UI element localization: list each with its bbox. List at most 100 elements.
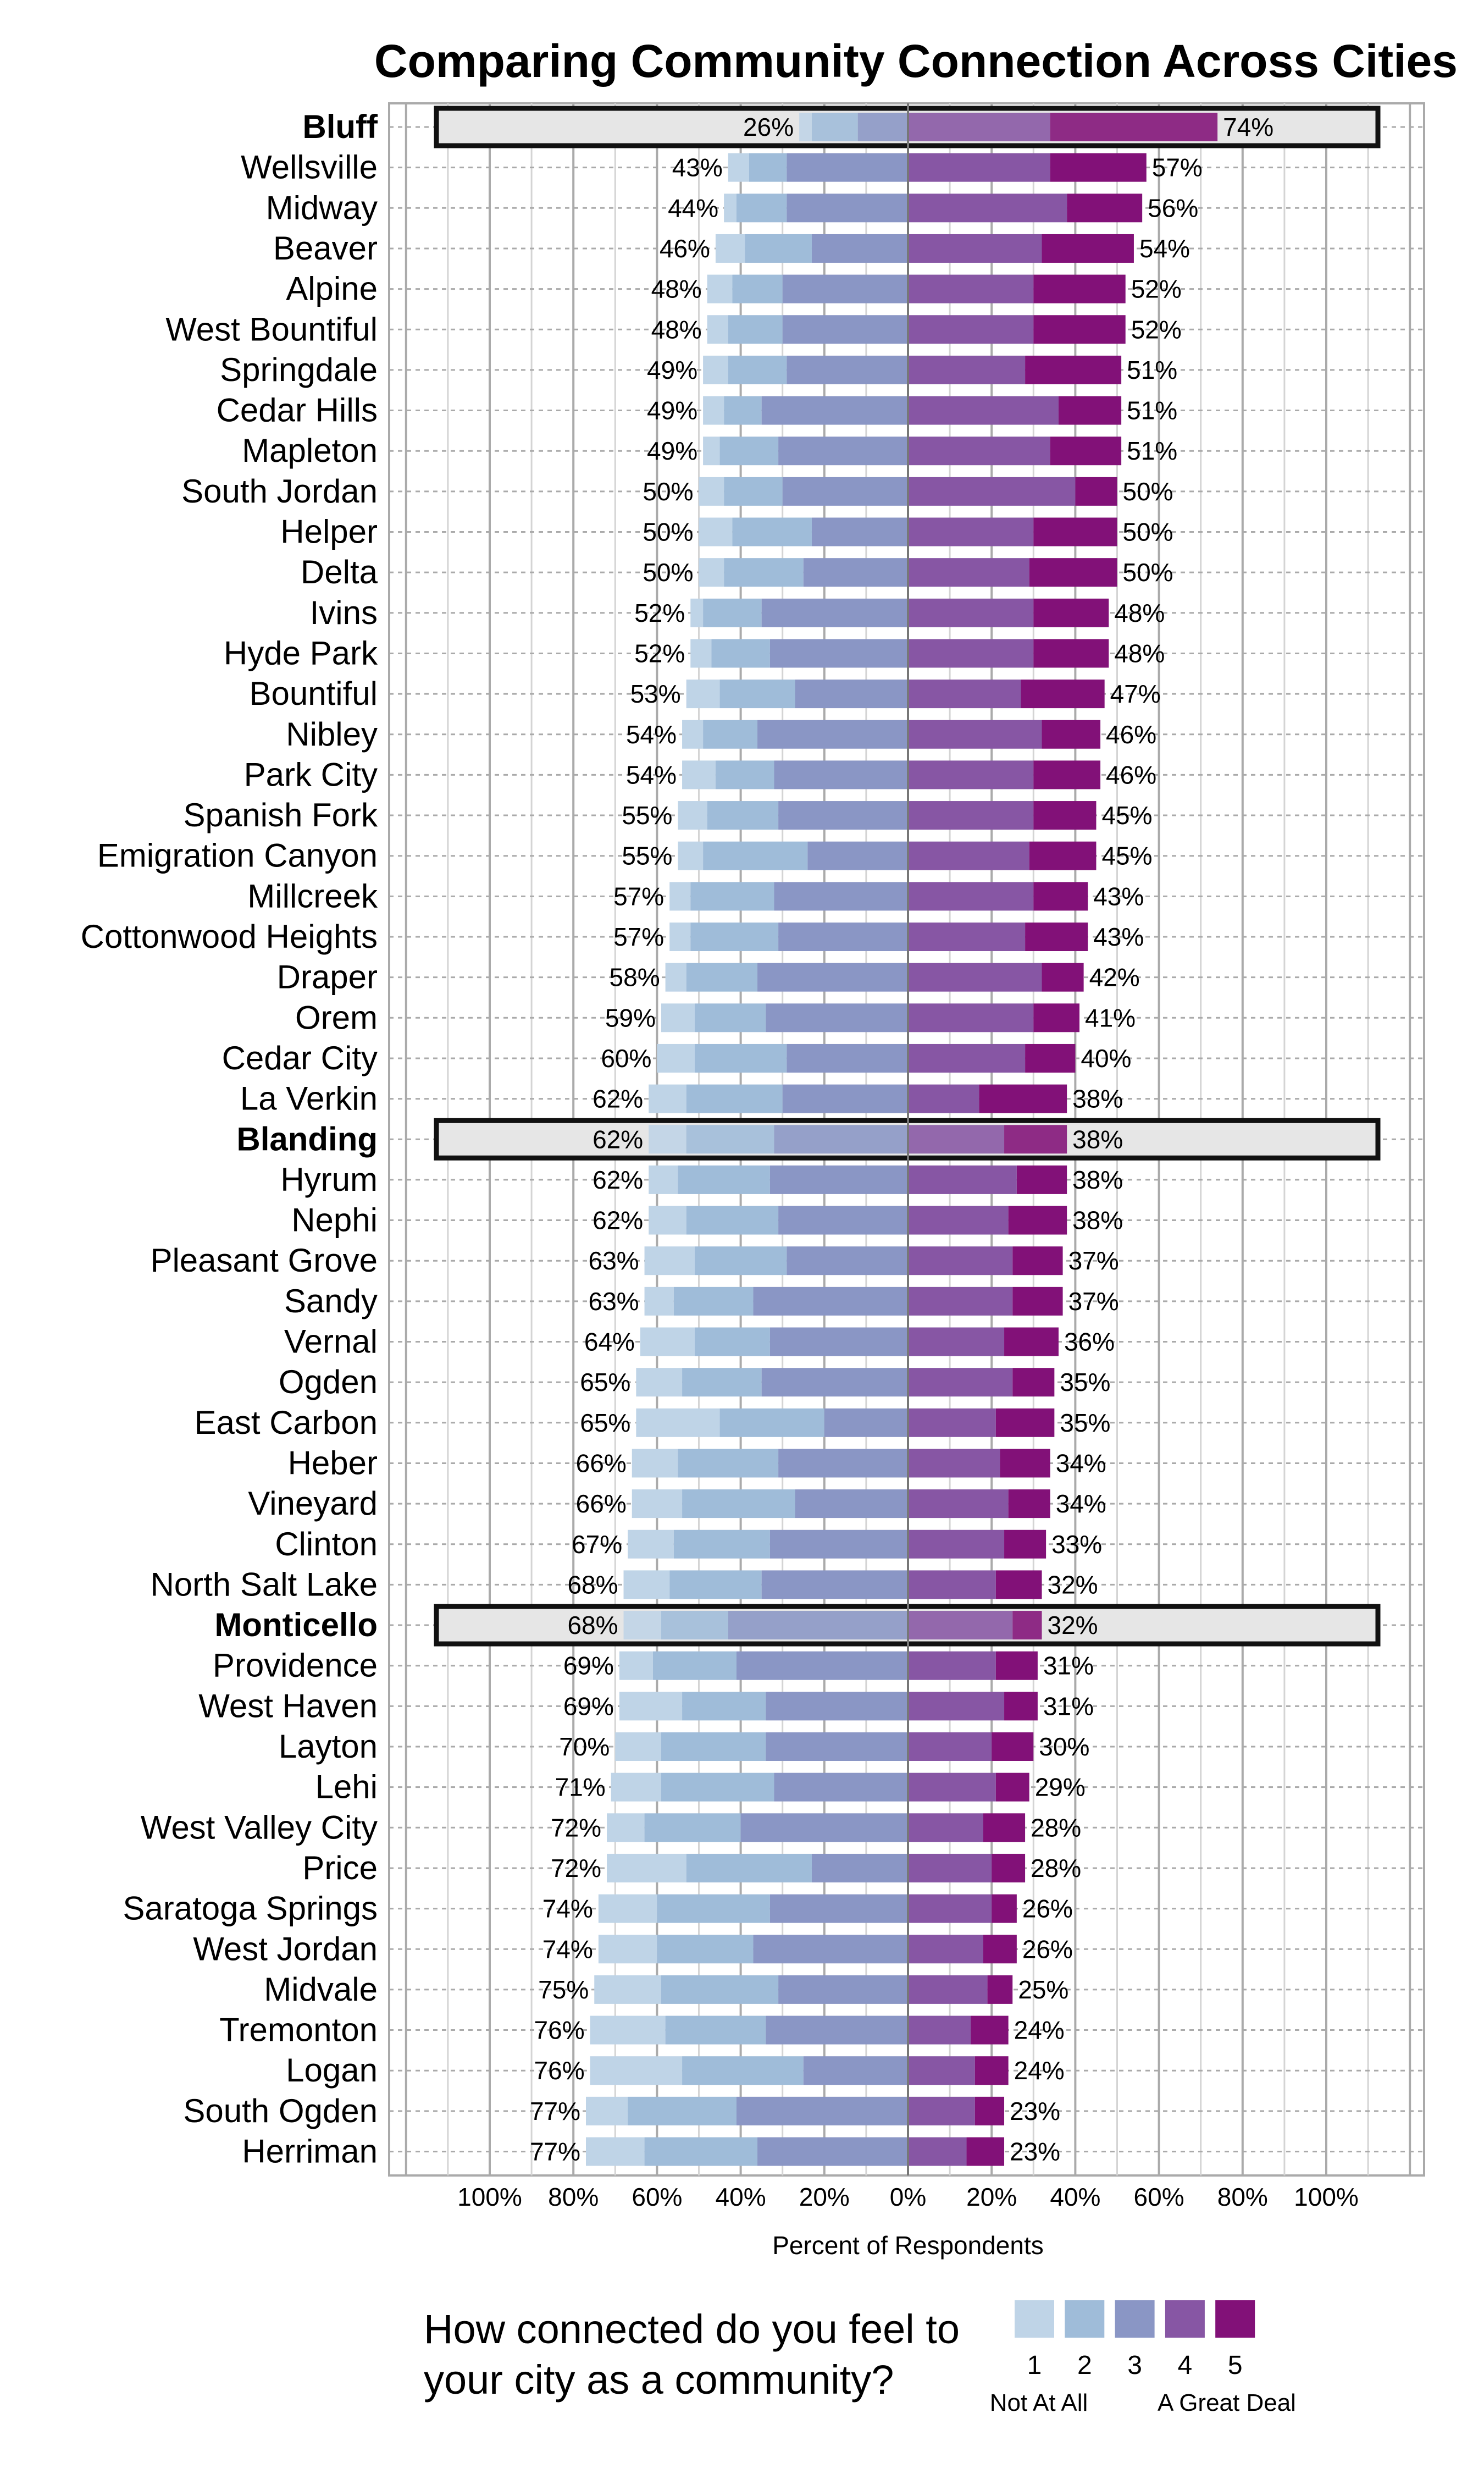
x-tick-label: 100% <box>457 2183 522 2211</box>
bar-segment-5 <box>992 1894 1017 1923</box>
bar-segment-1 <box>649 1084 686 1113</box>
bar-segment-5 <box>1033 315 1126 344</box>
left-value-label: 55% <box>622 801 672 830</box>
x-tick-label: 20% <box>966 2183 1017 2211</box>
bar-segment-5 <box>1021 680 1105 709</box>
bar-segment-1 <box>649 1125 686 1154</box>
bar-segment-3 <box>787 153 908 182</box>
bar-segment-5 <box>995 1651 1038 1680</box>
bar-segment-2 <box>644 2137 758 2166</box>
right-value-label: 30% <box>1039 1732 1089 1761</box>
city-label: Lehi <box>315 1769 378 1805</box>
city-label: North Salt Lake <box>150 1566 378 1603</box>
left-value-label: 62% <box>593 1166 643 1194</box>
city-label: Tremonton <box>219 2012 378 2048</box>
bar-segment-4 <box>908 639 1034 668</box>
bar-segment-3 <box>782 477 908 506</box>
labels: Bluff 26% 74% Wellsville 43% 57% Midway 44% 56% B… <box>81 108 1274 2170</box>
right-value-label: 38% <box>1072 1125 1123 1153</box>
city-label: Wellsville <box>241 149 378 186</box>
bar-segment-4 <box>908 396 1059 425</box>
left-value-label: 54% <box>626 760 677 789</box>
x-tick-label: 40% <box>716 2183 766 2211</box>
legend-low-anchor: Not At All <box>990 2389 1088 2416</box>
city-label: Bountiful <box>250 675 378 712</box>
right-value-label: 25% <box>1018 1975 1068 2004</box>
bar-segment-3 <box>753 1935 908 1964</box>
left-value-label: 62% <box>593 1085 643 1113</box>
bar-segment-1 <box>703 355 728 384</box>
city-label: Hyrum <box>280 1161 378 1198</box>
city-label: Clinton <box>275 1526 378 1562</box>
left-value-label: 71% <box>555 1773 606 1802</box>
bar-segment-4 <box>908 1408 996 1437</box>
bar-segment-1 <box>636 1368 683 1397</box>
left-value-label: 50% <box>643 477 693 506</box>
bar-segment-2 <box>678 1449 779 1478</box>
bar-segment-4 <box>908 1813 983 1842</box>
city-label: Cedar City <box>222 1040 378 1076</box>
bar-segment-2 <box>719 437 779 466</box>
bar-segment-2 <box>686 963 758 992</box>
left-value-label: 57% <box>613 882 664 910</box>
bar-segment-1 <box>669 882 691 911</box>
city-label: Cottonwood Heights <box>81 918 378 955</box>
bar-segment-5 <box>1012 1286 1063 1316</box>
bar-segment-3 <box>736 2096 908 2125</box>
bar-segment-5 <box>983 1935 1017 1964</box>
right-value-label: 23% <box>1010 2138 1060 2166</box>
bar-segment-2 <box>686 1125 774 1154</box>
bar-segment-4 <box>908 760 1034 789</box>
bar-segment-2 <box>682 2056 804 2085</box>
left-value-label: 26% <box>743 113 794 141</box>
city-label: La Verkin <box>240 1080 378 1117</box>
left-value-label: 70% <box>559 1732 610 1761</box>
left-value-label: 68% <box>567 1570 618 1599</box>
right-value-label: 45% <box>1101 801 1152 830</box>
left-value-label: 46% <box>660 234 710 263</box>
bar-segment-3 <box>795 680 908 709</box>
bar-segment-5 <box>1004 1327 1059 1356</box>
bar-segment-1 <box>678 841 704 870</box>
bar-segment-4 <box>908 234 1042 263</box>
legend-swatch-2 <box>1065 2300 1105 2338</box>
right-value-label: 38% <box>1072 1206 1123 1235</box>
left-value-label: 54% <box>626 720 677 749</box>
right-value-label: 46% <box>1106 720 1156 749</box>
x-tick-label: 80% <box>1217 2183 1268 2211</box>
city-label: Midvale <box>264 1971 378 2008</box>
right-value-label: 35% <box>1060 1368 1110 1396</box>
bar-segment-4 <box>908 194 1067 223</box>
bar-segment-4 <box>908 1651 996 1680</box>
bar-segment-5 <box>1029 841 1097 870</box>
bar-segment-5 <box>1004 1529 1046 1559</box>
bar-segment-2 <box>694 1043 787 1073</box>
bar-segment-2 <box>724 477 783 506</box>
x-tick-label: 100% <box>1294 2183 1359 2211</box>
city-label: South Jordan <box>181 473 378 510</box>
left-value-label: 67% <box>572 1530 622 1559</box>
bar-segment-3 <box>787 1246 908 1275</box>
right-value-label: 51% <box>1127 396 1177 425</box>
left-value-label: 60% <box>601 1044 651 1073</box>
bar-segment-3 <box>782 315 908 344</box>
bar-segment-2 <box>703 720 758 749</box>
bar-segment-4 <box>908 1125 1005 1154</box>
bar-segment-5 <box>1050 153 1147 182</box>
city-label: Pleasant Grove <box>150 1242 378 1279</box>
bar-segment-4 <box>908 1449 1000 1478</box>
bar-segment-5 <box>1025 355 1122 384</box>
city-label: Alpine <box>286 270 378 307</box>
right-value-label: 52% <box>1131 315 1182 344</box>
right-value-label: 47% <box>1110 680 1161 708</box>
bar-segment-5 <box>974 2096 1005 2125</box>
bar-segment-5 <box>995 1408 1055 1437</box>
left-value-label: 49% <box>647 437 697 465</box>
bar-segment-5 <box>1000 1449 1050 1478</box>
bar-segment-2 <box>661 1732 766 1761</box>
bar-segment-2 <box>724 558 804 587</box>
bar-segment-2 <box>682 1692 766 1721</box>
bar-segment-2 <box>652 1651 737 1680</box>
bar-segment-1 <box>661 1003 695 1032</box>
bar-segment-1 <box>632 1489 683 1518</box>
